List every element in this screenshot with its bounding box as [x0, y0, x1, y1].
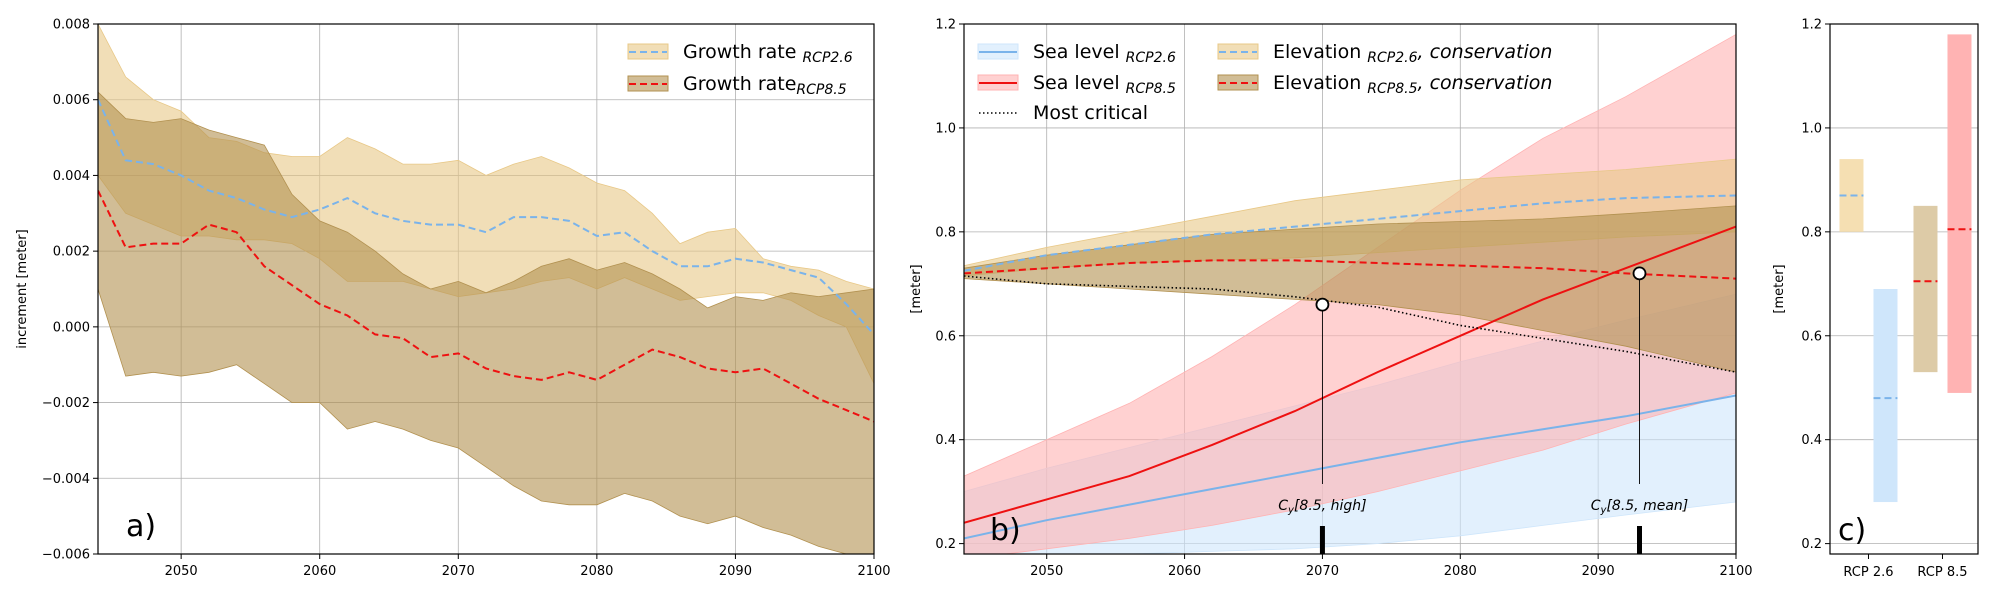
y-axis-label: increment [meter]	[15, 229, 30, 348]
legend-label-1: Growth rateRCP8.5	[683, 73, 847, 98]
axes-frame	[97, 23, 875, 555]
panel-c-chart: 0.2 0.4 0.6 0.8 1.0 1.2 [meter] RCP 2.6 RCP 8.5 c…	[1772, 18, 1979, 580]
x-tick-label: 2090	[719, 564, 752, 579]
panel-b-chart: Cy[8.5, high] Cy[8.5, mean] 2050 2060 2070 20…	[909, 18, 1753, 580]
x-tick-label: 2060	[303, 564, 336, 579]
legend-swatch	[627, 75, 669, 92]
series-0-line	[964, 394, 1736, 540]
y-tick-label: 0.6	[935, 329, 956, 344]
x-tick-label: 2080	[580, 564, 613, 579]
marker-0-point	[1315, 297, 1330, 312]
marker-0-rug	[1319, 526, 1325, 554]
legend-label-3: Elevation RCP8.5, conservation	[1273, 72, 1552, 97]
y-tick-label: 0.000	[53, 320, 90, 335]
y-tick-label: −0.004	[42, 472, 90, 487]
y-tick-label: 0.8	[935, 225, 956, 240]
legend-swatch	[1217, 43, 1259, 60]
x-tick-label: 2070	[1306, 564, 1339, 579]
marker-1-rug	[1637, 526, 1642, 554]
legend-swatch	[1217, 74, 1259, 91]
series-4-line	[964, 275, 1736, 373]
y-tick-label: 0.8	[1801, 225, 1822, 240]
series-1-band	[98, 91, 874, 554]
y-tick-label: 1.2	[935, 18, 956, 33]
y-tick-label: 1.0	[1801, 121, 1822, 136]
series-1-line	[964, 225, 1736, 524]
bar-2	[1913, 205, 1938, 373]
x-tick-label: RCP 8.5	[1917, 565, 1967, 580]
y-tick-label: 0.004	[53, 169, 90, 184]
x-tick-label: 2070	[442, 564, 475, 579]
bar-1	[1873, 289, 1898, 503]
y-tick-label: 1.2	[1801, 18, 1822, 33]
legend: Sea level RCP2.6 Sea level RCP8.5 Most cri…	[977, 41, 1552, 124]
y-tick-label: 0.6	[1801, 329, 1822, 344]
y-axis-label: [meter]	[1772, 264, 1787, 313]
panel-label: c)	[1838, 513, 1866, 548]
y-tick-label: 1.0	[935, 121, 956, 136]
y-tick-label: 0.006	[53, 93, 90, 108]
marker-1-point	[1632, 266, 1647, 281]
y-tick-label: −0.006	[42, 548, 90, 563]
axes-frame	[963, 23, 1737, 555]
x-tick-label: 2100	[857, 564, 890, 579]
y-tick-label: 0.2	[1801, 537, 1822, 552]
y-tick-label: 0.008	[53, 18, 90, 33]
legend-label-4: Most critical	[1033, 102, 1148, 124]
plot-area: Cy[8.5, high] Cy[8.5, mean]	[964, 33, 1736, 554]
legend-label-1: Sea level RCP8.5	[1033, 72, 1176, 97]
y-tick-label: −0.002	[42, 396, 90, 411]
bar-3	[1947, 34, 1972, 393]
x-tick-label: 2100	[1719, 564, 1752, 579]
legend: Growth rate RCP2.6 Growth rateRCP8.5	[627, 41, 853, 98]
series-2-line	[964, 194, 1736, 272]
marker-0-label: Cy[8.5, high]	[1278, 498, 1366, 516]
x-tick-label: 2050	[165, 564, 198, 579]
x-tick-label: 2060	[1168, 564, 1201, 579]
legend-label-0: Sea level RCP2.6	[1033, 41, 1176, 66]
y-tick-label: 0.4	[1801, 433, 1822, 448]
x-tick-label: RCP 2.6	[1843, 565, 1893, 580]
y-tick-label: 0.2	[935, 537, 956, 552]
x-tick-label: 2080	[1444, 564, 1477, 579]
legend-label-2: Elevation RCP2.6, conservation	[1273, 41, 1552, 66]
panel-label: a)	[126, 509, 156, 544]
x-tick-label: 2090	[1582, 564, 1615, 579]
legend-swatch	[627, 43, 669, 60]
legend-label-0: Growth rate RCP2.6	[683, 41, 853, 66]
panel-a-chart: 2050 2060 2070 2080 2090 2100 −0.006 −0.004 −0.0…	[15, 18, 891, 580]
y-tick-label: 0.002	[53, 245, 90, 260]
series-3-line	[964, 259, 1736, 280]
axes-frame	[1829, 23, 1979, 555]
panel-label: b)	[990, 513, 1021, 548]
marker-1-label: Cy[8.5, mean]	[1591, 498, 1689, 516]
y-tick-label: 0.4	[935, 433, 956, 448]
plot-area	[98, 24, 874, 554]
series-1-line	[98, 190, 874, 423]
x-tick-label: 2050	[1030, 564, 1063, 579]
y-axis-label: [meter]	[909, 264, 924, 313]
